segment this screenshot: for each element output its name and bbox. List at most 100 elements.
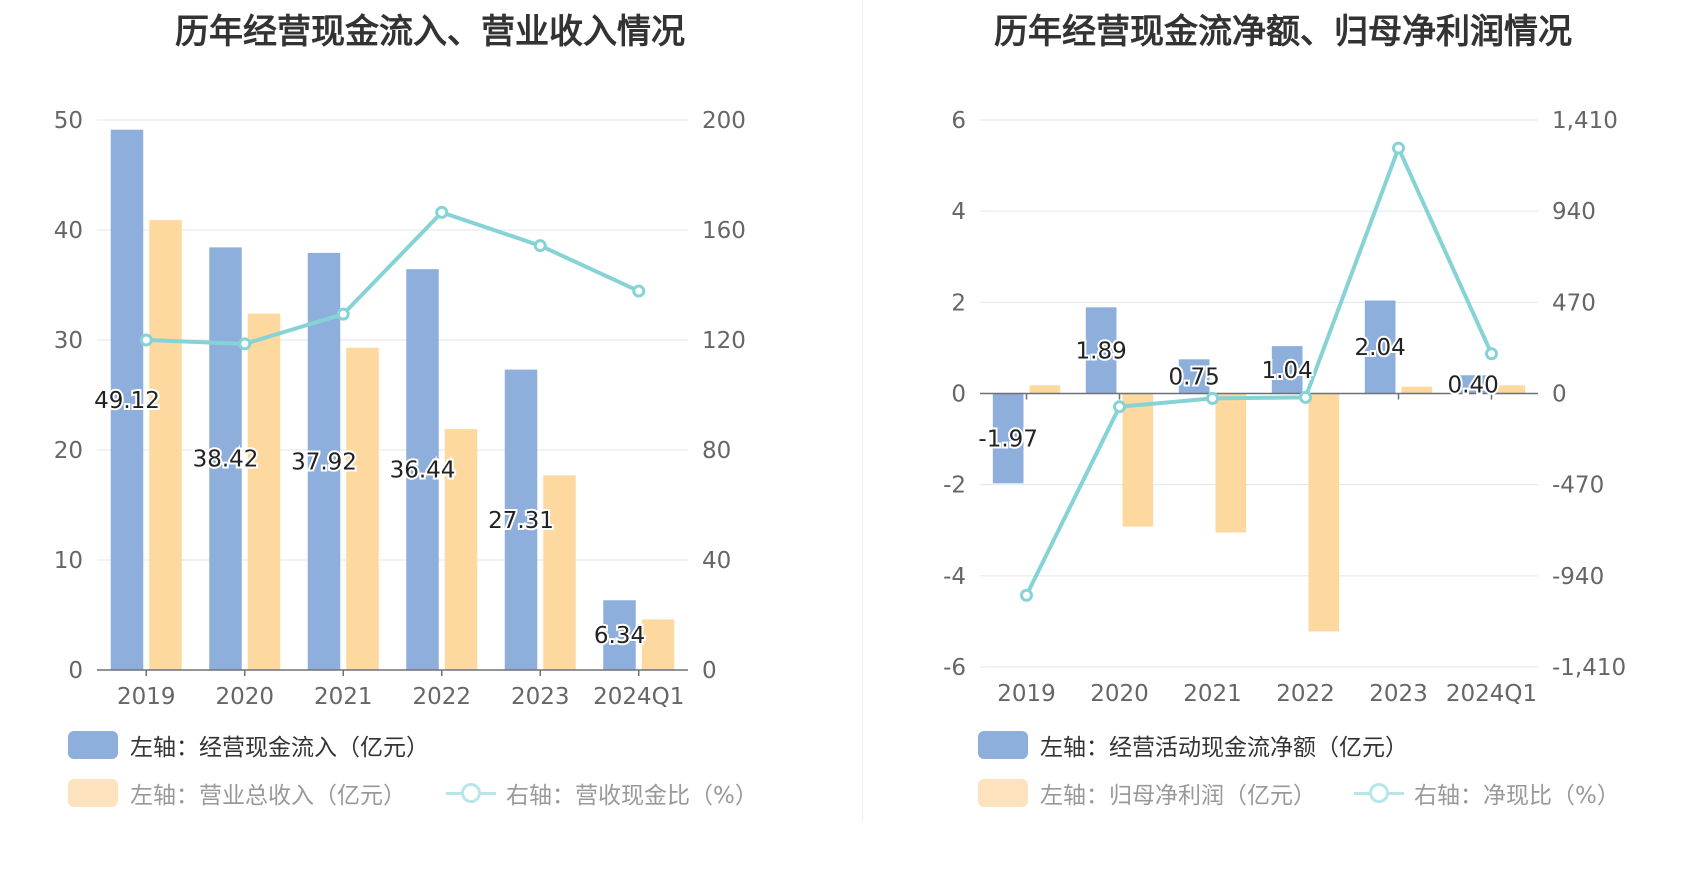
bar xyxy=(543,475,576,670)
legend-item-net-profit[interactable]: 左轴：归母净利润（亿元） xyxy=(978,776,1316,810)
bar xyxy=(504,369,538,670)
line-point xyxy=(1299,390,1312,404)
bar xyxy=(992,393,1024,484)
bar xyxy=(1494,385,1526,394)
y-right-tick-label: 940 xyxy=(1552,199,1596,225)
bar xyxy=(1364,300,1396,394)
legend-item-net-cash-ratio[interactable]: 右轴：净现比（%） xyxy=(1354,776,1620,810)
line-point xyxy=(632,284,646,298)
bar xyxy=(1215,393,1247,533)
y-right-tick-label: 80 xyxy=(702,438,731,464)
data-label: 0.75 xyxy=(1169,364,1220,390)
legend-item-revenue[interactable]: 左轴：营业总收入（亿元） xyxy=(68,776,406,810)
bar xyxy=(1271,346,1303,394)
line-point xyxy=(1206,391,1219,405)
x-tick-label: 2022 xyxy=(412,684,471,710)
bar xyxy=(406,269,439,670)
y-left-tick-label: 20 xyxy=(54,438,83,464)
y-left-tick-label: 0 xyxy=(68,658,83,684)
line-point xyxy=(1485,347,1498,361)
data-label: 27.31 xyxy=(488,508,554,534)
bar xyxy=(444,429,478,670)
legend-item-ratio[interactable]: 右轴：营收现金比（%） xyxy=(446,776,758,810)
y-right-tick-label: 0 xyxy=(1552,382,1567,408)
y-left-tick-label: 6 xyxy=(951,108,966,134)
x-tick-label: 2024Q1 xyxy=(593,684,684,710)
bar xyxy=(247,313,281,670)
legend-item-cash-inflow[interactable]: 左轴：经营现金流入（亿元） xyxy=(68,728,429,762)
right-chart-panel: 历年经营现金流净额、归母净利润情况 -6 -4 -2 0 2 4 6 -1,410 -940 -4… xyxy=(866,0,1700,874)
right-chart-svg: -6 -4 -2 0 2 4 6 -1,410 -940 -470 0 470 940 1,410 2019… xyxy=(943,108,1626,707)
line-point xyxy=(1020,588,1033,602)
x-tick-label: 2021 xyxy=(314,684,373,710)
y-right-tick-label: 120 xyxy=(702,328,746,354)
bar xyxy=(1085,307,1117,394)
bar xyxy=(149,220,182,670)
data-label: 37.92 xyxy=(291,449,357,475)
line-point xyxy=(238,337,252,351)
y-left-tick-label: 2 xyxy=(951,290,966,316)
x-tick-label: 2021 xyxy=(1183,681,1242,707)
y-left-tick-label: 0 xyxy=(951,382,966,408)
data-label: 2.04 xyxy=(1355,335,1406,361)
data-label: 36.44 xyxy=(390,458,456,484)
bar xyxy=(1029,385,1061,394)
x-tick-label: 2023 xyxy=(511,684,570,710)
line-point xyxy=(336,307,350,321)
legend-swatch xyxy=(68,779,118,807)
data-label: 38.42 xyxy=(193,447,259,473)
y-right-tick-label: -470 xyxy=(1552,473,1604,499)
bar xyxy=(346,347,379,670)
legend-swatch xyxy=(68,731,118,759)
data-label: 49.12 xyxy=(94,388,160,414)
data-label: 1.89 xyxy=(1076,338,1127,364)
y-right-tick-label: 200 xyxy=(702,108,746,134)
legend-item-net-cash-flow[interactable]: 左轴：经营活动现金流净额（亿元） xyxy=(978,728,1408,762)
legend-label: 左轴：经营现金流入（亿元） xyxy=(130,735,429,761)
y-left-tick-label: 4 xyxy=(951,199,966,225)
line-point xyxy=(533,239,547,253)
line-series xyxy=(146,210,640,346)
legend-label: 右轴：净现比（%） xyxy=(1414,783,1620,809)
y-left-tick-label: 50 xyxy=(54,108,83,134)
bar xyxy=(1308,393,1340,632)
bar xyxy=(110,129,144,670)
x-tick-label: 2022 xyxy=(1276,681,1335,707)
left-chart-panel: 历年经营现金流入、营业收入情况 0 10 20 30 40 50 0 40 80 120 160 20… xyxy=(54,12,758,810)
line-point xyxy=(1113,400,1126,414)
bar xyxy=(1122,393,1154,527)
y-left-tick-label: -2 xyxy=(943,473,966,499)
legend-swatch xyxy=(978,779,1028,807)
legend-label: 左轴：营业总收入（亿元） xyxy=(130,783,406,809)
x-tick-label: 2023 xyxy=(1369,681,1428,707)
y-right-tick-label: 1,410 xyxy=(1552,108,1618,134)
left-chart-svg: 0 10 20 30 40 50 0 40 80 120 160 200 2019 2020 2021 202… xyxy=(54,108,746,710)
line-series xyxy=(1024,142,1494,597)
legend-line-icon xyxy=(446,779,496,807)
x-tick-label: 2020 xyxy=(1090,681,1149,707)
legend-swatch xyxy=(978,731,1028,759)
legend-line-icon xyxy=(1354,779,1404,807)
line-point xyxy=(139,333,153,347)
y-right-tick-label: 160 xyxy=(702,218,746,244)
data-label: 6.34 xyxy=(594,623,645,649)
x-tick-label: 2020 xyxy=(215,684,274,710)
legend-label: 左轴：归母净利润（亿元） xyxy=(1040,783,1316,809)
data-label: 1.04 xyxy=(1262,358,1313,384)
y-right-tick-label: -940 xyxy=(1552,564,1604,590)
line-point xyxy=(1392,141,1405,155)
x-tick-label: 2019 xyxy=(117,684,176,710)
bar xyxy=(603,600,636,670)
chart-title: 历年经营现金流入、营业收入情况 xyxy=(175,12,685,52)
chart-title: 历年经营现金流净额、归母净利润情况 xyxy=(994,12,1572,52)
legend-label: 左轴：经营活动现金流净额（亿元） xyxy=(1040,735,1408,761)
bar xyxy=(1178,359,1210,394)
bar xyxy=(1401,386,1433,394)
bar xyxy=(209,247,242,670)
y-left-tick-label: 30 xyxy=(54,328,83,354)
y-left-tick-label: 40 xyxy=(54,218,83,244)
bar xyxy=(1457,375,1489,394)
y-left-tick-label: -4 xyxy=(943,564,966,590)
x-tick-label: 2024Q1 xyxy=(1446,681,1537,707)
y-right-tick-label: 470 xyxy=(1552,290,1596,316)
